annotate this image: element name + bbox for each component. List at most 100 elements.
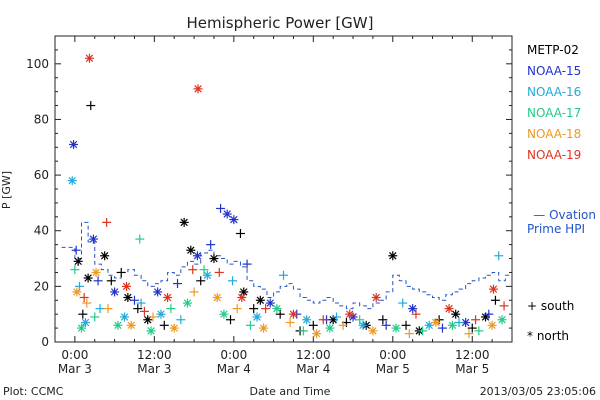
south-marker: [378, 315, 388, 325]
south-marker: [139, 306, 149, 316]
y-tick-label: 100: [26, 57, 49, 71]
south-marker: [206, 240, 216, 250]
south-marker: [176, 315, 186, 325]
north-marker: [209, 254, 219, 264]
series-noaa-19: [79, 53, 509, 325]
north-marker: [153, 287, 163, 297]
south-marker: [82, 298, 92, 308]
north-marker: [358, 320, 368, 330]
north-marker: [212, 292, 222, 302]
x-tick-date-label: Mar 4: [217, 362, 251, 376]
north-marker: [371, 292, 381, 302]
x-tick-date-label: Mar 5: [376, 362, 410, 376]
legend-south: + south: [527, 299, 574, 313]
north-marker: [219, 309, 229, 319]
x-tick-time-label: 0:00: [220, 348, 247, 362]
north-marker: [288, 309, 298, 319]
north-marker: [76, 323, 86, 333]
north-marker: [88, 234, 98, 244]
south-marker: [474, 326, 484, 336]
south-marker: [90, 312, 100, 322]
south-marker: [148, 312, 158, 322]
south-marker: [242, 259, 252, 269]
x-tick-time-label: 12:00: [137, 348, 172, 362]
north-marker: [192, 251, 202, 261]
south-marker: [166, 304, 176, 314]
north-marker: [408, 304, 418, 314]
south-marker: [355, 315, 365, 325]
south-marker: [279, 270, 288, 280]
x-tick-time-label: 12:00: [455, 348, 490, 362]
south-marker: [308, 320, 318, 330]
north-marker: [202, 270, 212, 280]
south-marker: [490, 295, 500, 305]
y-tick-label: 40: [34, 224, 49, 238]
north-marker: [259, 323, 269, 333]
north-marker: [120, 312, 130, 322]
ovation-legend-line2: Prime HPI: [527, 222, 585, 236]
north-marker: [431, 318, 441, 328]
north-marker: [497, 315, 507, 325]
footer-plot-credit: Plot: CCMC: [3, 385, 64, 398]
x-tick-date-label: Mar 5: [455, 362, 489, 376]
north-marker: [122, 281, 132, 291]
north-marker: [163, 292, 173, 302]
south-marker: [437, 323, 447, 333]
south-marker: [381, 320, 391, 330]
south-marker: [467, 323, 477, 333]
south-marker: [318, 315, 328, 325]
south-marker: [228, 276, 238, 286]
south-marker: [404, 329, 414, 339]
north-marker: [84, 53, 94, 63]
north-marker: [73, 256, 83, 266]
south-marker: [401, 320, 411, 330]
north-marker: [391, 323, 401, 333]
south-marker: [232, 304, 242, 314]
north-marker: [67, 176, 77, 186]
south-marker: [285, 318, 295, 328]
north-marker: [69, 139, 79, 149]
north-marker: [186, 245, 196, 255]
north-marker: [72, 287, 82, 297]
south-marker: [106, 276, 116, 286]
north-marker: [80, 318, 90, 328]
south-marker: [261, 304, 271, 314]
south-marker: [79, 292, 89, 302]
north-marker: [113, 320, 123, 330]
north-marker: [182, 298, 192, 308]
south-marker: [102, 217, 112, 227]
south-marker: [398, 298, 408, 308]
south-marker: [136, 298, 146, 308]
x-tick-time-label: 0:00: [379, 348, 406, 362]
south-marker: [70, 265, 80, 275]
south-marker: [235, 229, 245, 239]
legend-north: * north: [527, 329, 569, 343]
x-tick-date-label: Mar 3: [58, 362, 92, 376]
y-axis-label: P [GW]: [0, 171, 13, 209]
south-marker: [245, 320, 255, 330]
legend-entry-metp-02: METP-02: [527, 43, 579, 57]
chart-title: Hemispheric Power [GW]: [187, 14, 374, 32]
north-marker: [388, 251, 398, 261]
y-tick-label: 60: [34, 168, 49, 182]
north-marker: [100, 251, 110, 261]
x-tick-time-label: 12:00: [296, 348, 331, 362]
south-marker: [494, 251, 504, 261]
y-tick-label: 20: [34, 279, 49, 293]
legend-entry-noaa-18: NOAA-18: [527, 127, 581, 141]
south-marker: [129, 295, 139, 305]
south-marker: [103, 304, 113, 314]
north-marker: [265, 298, 275, 308]
north-marker: [488, 284, 498, 294]
north-marker: [169, 323, 179, 333]
y-tick-label: 0: [41, 335, 49, 349]
south-marker: [298, 326, 308, 336]
x-axis-label: Date and Time: [250, 385, 331, 398]
y-tick-label: 80: [34, 112, 49, 126]
south-marker: [418, 326, 428, 336]
north-marker: [146, 326, 156, 336]
north-marker: [312, 329, 322, 339]
south-marker: [338, 320, 348, 330]
series-noaa-17: [70, 234, 507, 336]
